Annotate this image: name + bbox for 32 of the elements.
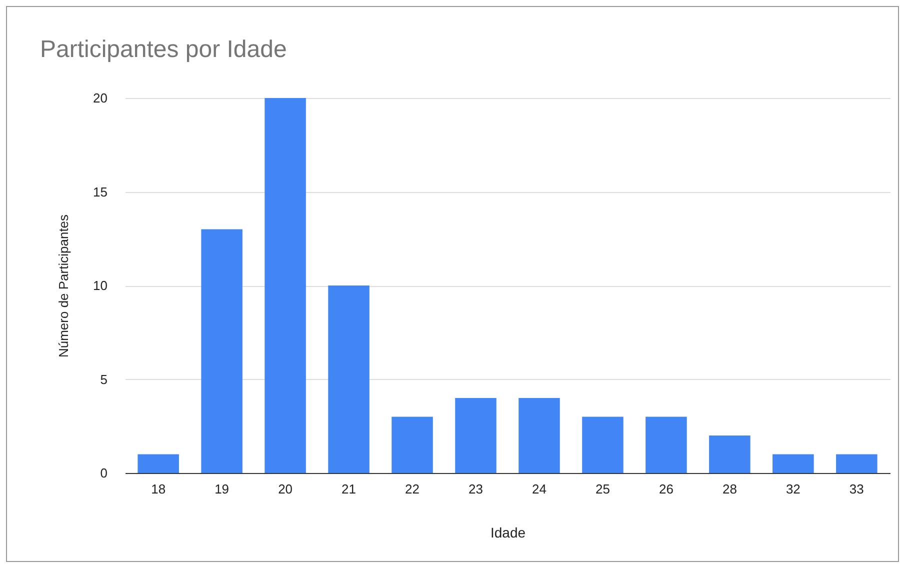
bar bbox=[328, 286, 370, 473]
x-tick-label: 26 bbox=[658, 482, 674, 496]
bar bbox=[582, 416, 624, 473]
x-tick-label: 20 bbox=[278, 482, 293, 496]
bar bbox=[836, 454, 878, 473]
bar bbox=[201, 229, 242, 473]
bar bbox=[646, 416, 687, 473]
y-axis-title: Número de Participantes bbox=[56, 214, 72, 358]
x-tick-label: 21 bbox=[342, 482, 356, 496]
y-tick-label: 15 bbox=[93, 184, 108, 200]
bar bbox=[392, 416, 433, 473]
bar bbox=[264, 98, 306, 473]
bar bbox=[138, 454, 179, 473]
bar bbox=[772, 454, 814, 473]
x-tick-label: 18 bbox=[151, 482, 166, 496]
y-tick-label: 5 bbox=[100, 372, 108, 387]
y-tick-label: 0 bbox=[100, 466, 108, 480]
chart-title: Participantes por Idade bbox=[40, 36, 287, 63]
x-tick-label: 32 bbox=[786, 482, 800, 496]
x-tick-label: 19 bbox=[214, 482, 230, 496]
x-tick-label: 25 bbox=[595, 482, 610, 496]
bar bbox=[455, 398, 496, 473]
y-tick-label: 20 bbox=[93, 90, 108, 106]
x-axis-title: Idade bbox=[490, 524, 526, 540]
x-tick-label: 24 bbox=[532, 482, 546, 496]
x-tick-label: 33 bbox=[849, 482, 864, 496]
x-tick-label: 23 bbox=[468, 482, 483, 496]
bar bbox=[709, 436, 750, 473]
x-tick-label: 22 bbox=[405, 482, 420, 496]
bar bbox=[518, 398, 560, 473]
y-tick-label: 10 bbox=[93, 278, 108, 293]
x-tick-label: 28 bbox=[722, 482, 737, 496]
